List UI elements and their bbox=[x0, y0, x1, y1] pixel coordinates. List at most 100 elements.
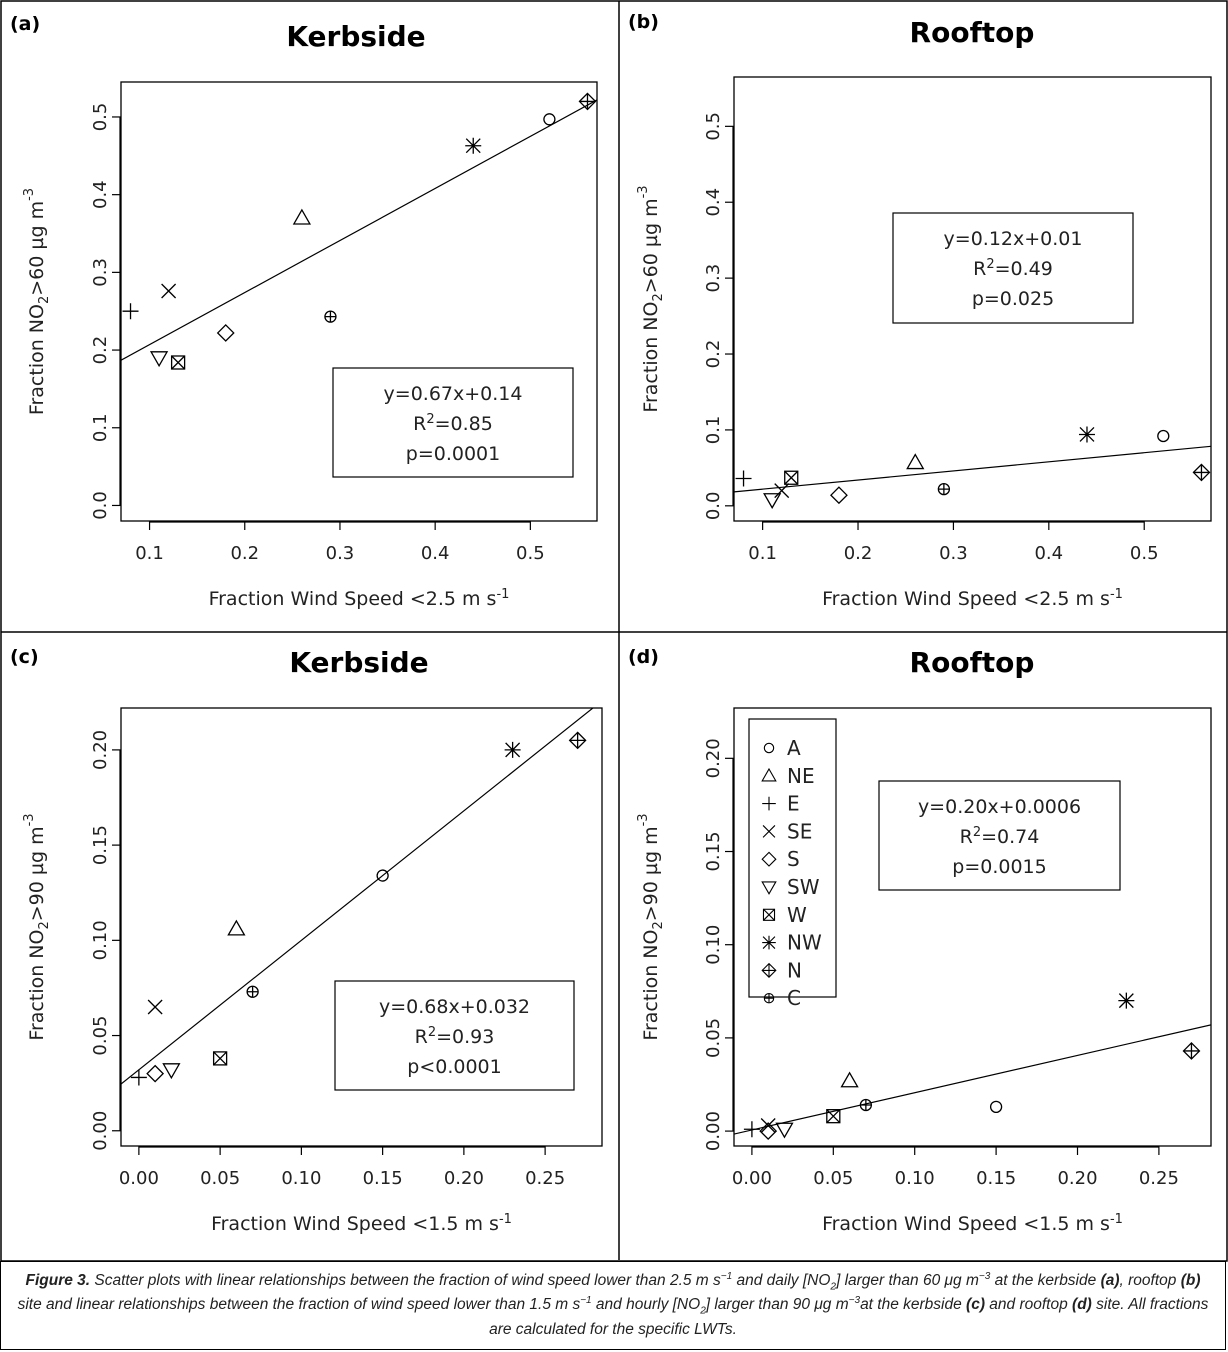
x-tick-label: 0.15 bbox=[976, 1168, 1016, 1189]
data-point-w bbox=[212, 1051, 228, 1066]
marker-shape bbox=[146, 1064, 165, 1083]
data-point-a bbox=[1157, 429, 1170, 443]
x-axis-title: Fraction Wind Speed <2.5 m s-1 bbox=[209, 587, 510, 611]
data-point-nw bbox=[465, 137, 482, 154]
data-point-n bbox=[578, 92, 597, 111]
data-point-ne bbox=[906, 453, 925, 470]
marker-shape bbox=[826, 1109, 841, 1124]
caption-segment: 2 bbox=[700, 1305, 706, 1317]
legend: A NE E SE S SW W NW NC bbox=[748, 718, 837, 1010]
y-tick-label: 0.15 bbox=[703, 831, 724, 871]
marker-shape bbox=[543, 113, 556, 126]
x-tick-label: 0.20 bbox=[1057, 1168, 1097, 1189]
caption-segment: at the kerbside bbox=[860, 1296, 967, 1314]
marker-shape bbox=[579, 93, 596, 110]
caption-segment: (c) bbox=[966, 1296, 985, 1314]
x-tick-label: 0.4 bbox=[1034, 543, 1063, 564]
marker-shape bbox=[860, 1099, 872, 1111]
y-tick-label: 0.2 bbox=[703, 340, 724, 369]
chart-panel-a: (a) Kerbside 0.1 0.2 0.3 0.4 0.5 0.0 0.1 0.2 0.3 0.… bbox=[10, 13, 598, 611]
plot-area bbox=[120, 707, 603, 1147]
marker-shape bbox=[761, 881, 777, 895]
legend-label-e: E bbox=[787, 792, 800, 816]
marker-shape bbox=[171, 355, 186, 370]
fit-equation: y=0.12x+0.01 bbox=[944, 228, 1083, 250]
marker-shape bbox=[1118, 992, 1135, 1009]
legend-marker-ne bbox=[761, 767, 777, 782]
marker-shape bbox=[906, 453, 925, 470]
y-tick-label: 0.1 bbox=[90, 413, 111, 442]
legend-label-s: S bbox=[787, 847, 800, 871]
marker-shape bbox=[763, 493, 782, 510]
chart-title: Rooftop bbox=[910, 16, 1035, 49]
data-point-se bbox=[161, 283, 177, 299]
chart-panel-c: (c) Kerbside 0.00 0.05 0.10 0.15 0.20 0.25 0.00 0… bbox=[10, 646, 603, 1235]
legend-marker-c bbox=[763, 992, 775, 1004]
data-point-nw bbox=[1118, 992, 1135, 1009]
caption-segment: ] larger than 90 μg m bbox=[705, 1296, 849, 1314]
data-point-se bbox=[774, 483, 790, 499]
data-point-w bbox=[826, 1109, 841, 1124]
fit-p-value: p=0.0001 bbox=[406, 443, 500, 465]
y-axis-title: Fraction NO2>90 µg m-3 bbox=[636, 813, 666, 1040]
marker-shape bbox=[130, 1069, 147, 1086]
legend-label-sw: SW bbox=[787, 875, 820, 899]
y-axis-title: Fraction NO2>60 µg m-3 bbox=[22, 188, 52, 415]
y-tick-label: 0.00 bbox=[90, 1111, 111, 1151]
x-tick-label: 0.3 bbox=[326, 543, 355, 564]
data-point-a bbox=[989, 1100, 1003, 1114]
legend-label-w: W bbox=[787, 903, 807, 927]
fit-equation: y=0.67x+0.14 bbox=[384, 383, 523, 405]
data-point-se bbox=[760, 1118, 776, 1133]
data-point-w bbox=[170, 355, 186, 370]
caption-segment: (b) bbox=[1180, 1271, 1201, 1289]
x-tick-label: 0.2 bbox=[230, 543, 259, 564]
data-point-s bbox=[830, 486, 848, 505]
regression-line bbox=[734, 445, 1211, 493]
x-tick-label: 0.00 bbox=[119, 1168, 159, 1189]
data-point-c bbox=[859, 1098, 873, 1112]
regression-line bbox=[121, 708, 594, 1085]
marker-shape bbox=[292, 208, 312, 225]
chart-panel-d: (d) Rooftop 0.00 0.05 0.10 0.15 0.20 0.25 0.00 0.… bbox=[628, 646, 1212, 1235]
caption-segment: site and linear relationships between th… bbox=[17, 1296, 581, 1314]
marker-shape bbox=[122, 303, 139, 320]
data-point-c bbox=[246, 985, 259, 998]
y-tick-label: 0.20 bbox=[703, 738, 724, 778]
y-tick-label: 0.5 bbox=[90, 103, 111, 132]
marker-shape bbox=[743, 1121, 760, 1138]
data-point-ne bbox=[840, 1071, 859, 1088]
regression-line bbox=[121, 99, 597, 361]
data-point-sw bbox=[775, 1122, 794, 1139]
marker-shape bbox=[212, 1051, 228, 1066]
marker-shape bbox=[149, 351, 169, 368]
data-point-a bbox=[376, 869, 389, 882]
data-point-a bbox=[543, 113, 556, 126]
legend-marker-se bbox=[762, 825, 776, 838]
legend-label-nw: NW bbox=[787, 931, 822, 955]
fit-r-squared: R2=0.85 bbox=[413, 412, 493, 436]
marker-shape bbox=[763, 742, 775, 754]
caption-segment: at the kerbside bbox=[990, 1271, 1101, 1289]
legend-marker-w bbox=[762, 908, 776, 921]
marker-shape bbox=[1078, 426, 1095, 443]
panel-label: (c) bbox=[10, 646, 39, 668]
x-tick-label: 0.4 bbox=[421, 543, 450, 564]
fit-annotation-box bbox=[878, 780, 1121, 891]
caption-segment: and hourly [NO bbox=[591, 1296, 701, 1314]
caption-segment: ] larger than 60 μg m bbox=[835, 1271, 979, 1289]
y-tick-label: 0.4 bbox=[90, 180, 111, 209]
fit-r-squared: R2=0.74 bbox=[960, 825, 1040, 849]
plot-area bbox=[120, 81, 598, 522]
marker-shape bbox=[762, 908, 776, 921]
marker-shape bbox=[763, 908, 775, 921]
legend-marker-a bbox=[763, 742, 775, 754]
caption-segment: −3 bbox=[848, 1295, 861, 1307]
data-point-ne bbox=[227, 919, 246, 936]
marker-shape bbox=[784, 470, 799, 485]
y-tick-label: 0.10 bbox=[90, 920, 111, 960]
legend-label-a: A bbox=[787, 736, 801, 760]
y-axis-title: Fraction NO2>60 µg m-3 bbox=[636, 185, 666, 412]
caption-segment: −3 bbox=[978, 1270, 991, 1282]
